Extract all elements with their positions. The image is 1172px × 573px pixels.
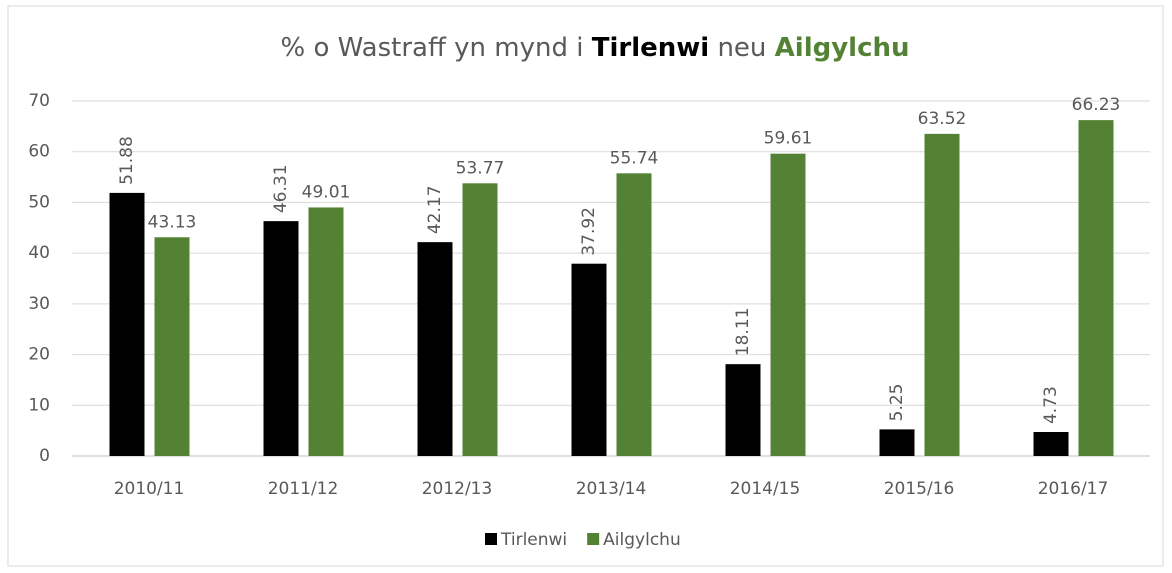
y-tick-label: 10 [28,395,50,415]
y-tick-label: 40 [28,243,50,263]
data-label: 5.25 [887,384,907,422]
y-tick-label: 30 [28,294,50,314]
legend-label: Ailgylchu [603,530,681,550]
data-label: 63.52 [918,109,967,129]
bar [263,221,299,456]
data-label: 4.73 [1041,386,1061,424]
y-tick-label: 60 [28,142,50,162]
x-tick-label: 2016/17 [1038,479,1109,499]
chart-title: % o Wastraff yn mynd i Tirlenwi neu Ailg… [280,33,909,63]
y-tick-label: 50 [28,192,50,212]
bar [571,263,607,456]
legend-swatch [587,533,600,545]
x-tick-label: 2012/13 [422,479,493,499]
title-part: Tirlenwi [592,33,709,63]
x-tick-label: 2010/11 [114,479,185,499]
data-label: 49.01 [302,182,351,202]
data-label: 42.17 [425,185,445,234]
title-part: % o Wastraff yn mynd i [280,33,583,63]
bar [417,242,453,456]
bar [154,237,190,456]
bar [879,429,915,456]
x-tick-label: 2014/15 [730,479,801,499]
y-tick-label: 20 [28,345,50,365]
bar [725,364,761,456]
bar [1078,120,1114,456]
legend-label: Tirlenwi [500,530,567,550]
x-tick-label: 2013/14 [576,479,647,499]
bar [616,173,652,456]
x-tick-label: 2011/12 [268,479,339,499]
y-tick-label: 70 [28,91,50,111]
bar [109,192,145,456]
bar [308,207,344,456]
bar [924,133,960,456]
data-label: 55.74 [610,148,659,168]
data-label: 51.88 [117,136,137,185]
data-label: 43.13 [148,212,197,232]
y-tick-label: 0 [39,446,50,466]
bar [770,153,806,456]
data-label: 46.31 [271,164,291,213]
title-part: Ailgylchu [775,33,910,63]
data-label: 53.77 [456,158,505,178]
bar [462,183,498,457]
data-label: 37.92 [579,207,599,256]
data-label: 66.23 [1072,95,1121,115]
legend-swatch [485,533,497,545]
data-label: 18.11 [733,307,753,356]
title-part: neu [717,33,766,63]
x-tick-label: 2015/16 [884,479,955,499]
bar [1033,432,1069,456]
data-label: 59.61 [764,129,813,149]
